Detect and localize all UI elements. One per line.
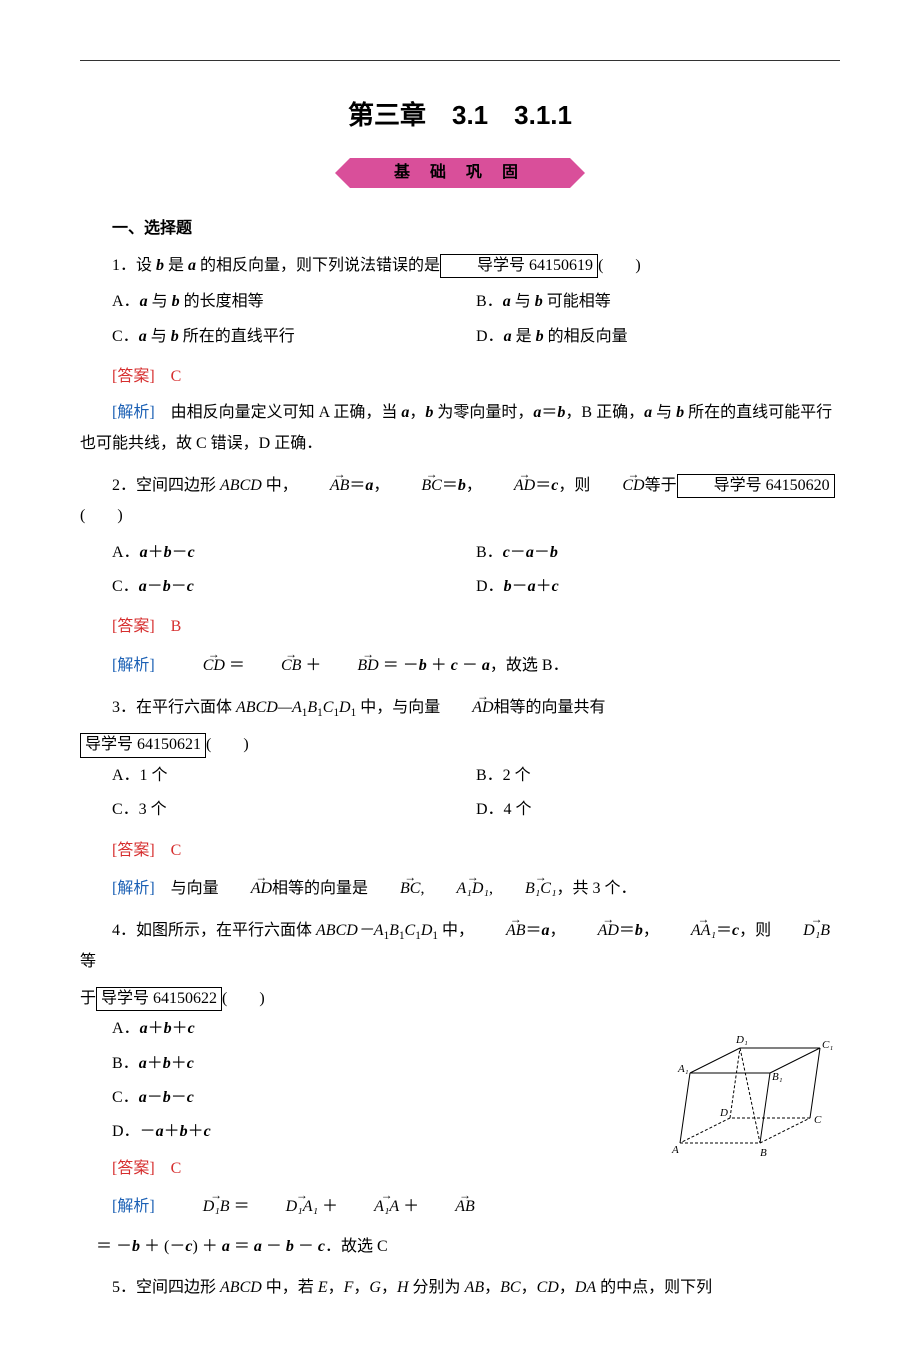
q2-analysis: [解析] CD ＝ CB ＋ BD ＝ －b ＋ c － a，故选 B．	[80, 649, 840, 681]
q1-answer: [答案] C	[80, 362, 840, 392]
chapter-title: 第三章 3.1 3.1.1	[80, 91, 840, 140]
q4-figure: A B C D A₁ B₁ C₁ D₁	[660, 1014, 840, 1169]
part-heading: 一、选择题	[80, 214, 840, 244]
q4-body: A．a＋b＋c B．a＋b＋c C．a－b－c D．－a＋b＋c [答案] C	[80, 1014, 840, 1190]
svg-text:B: B	[760, 1147, 767, 1158]
svg-text:B₁: B₁	[772, 1071, 783, 1083]
svg-text:C: C	[814, 1114, 822, 1126]
q2-stem: 2．空间四边形 ABCD 中，AB＝a，BC＝b，AD＝c，则CD等于导学号 6…	[80, 469, 840, 532]
q1-options: A．a 与 b 的长度相等 B．a 与 b 可能相等 C．a 与 b 所在的直线…	[80, 287, 840, 356]
q4-answer: [答案] C	[80, 1154, 640, 1184]
q5-stem: 5．空间四边形 ABCD 中，若 E，F，G，H 分别为 AB，BC，CD，DA…	[80, 1273, 840, 1303]
top-rule	[80, 60, 840, 61]
section-banner: 基 础 巩 固	[350, 158, 570, 188]
daoxue-box: 导学号 64150619	[440, 254, 598, 278]
q3-options: A．1 个 B．2 个 C．3 个 D．4 个	[80, 761, 840, 830]
svg-text:D₁: D₁	[735, 1034, 748, 1046]
banner-text: 基 础 巩 固	[394, 158, 526, 188]
q4-analysis-2: ＝ －b ＋ (－c) ＋ a ＝ a － b － c．故选 C	[80, 1232, 840, 1262]
q2-options: A．a＋b－c B．c－a－b C．a－b－c D．b－a＋c	[80, 538, 840, 607]
parallelepiped-icon: A B C D A₁ B₁ C₁ D₁	[660, 1028, 840, 1158]
vec-AB: AB	[298, 469, 350, 494]
svg-text:D: D	[719, 1107, 728, 1119]
q1-analysis: [解析] 由相反向量定义可知 A 正确，当 a，b 为零向量时，a＝b，B 正确…	[80, 398, 840, 459]
q1-stem: 1．设 b 是 a 的相反向量，则下列说法错误的是导学号 64150619( )	[80, 251, 840, 281]
svg-text:A₁: A₁	[677, 1063, 689, 1075]
q4-analysis: [解析] D₁B ＝ D₁A₁ ＋ A₁A ＋ AB	[80, 1190, 840, 1222]
q3-analysis: [解析] 与向量AD相等的向量是BC,A₁D₁,B₁C₁，共 3 个．	[80, 872, 840, 904]
svg-text:A: A	[671, 1144, 679, 1156]
svg-text:C₁: C₁	[822, 1039, 833, 1051]
q3-stem: 3．在平行六面体 ABCD—A1B1C1D1 中，与向量AD相等的向量共有	[80, 691, 840, 724]
q3-answer: [答案] C	[80, 836, 840, 866]
q4-options: A．a＋b＋c B．a＋b＋c C．a－b－c D．－a＋b＋c	[80, 1014, 640, 1148]
q4-stem: 4．如图所示，在平行六面体 ABCD－A1B1C1D1 中，AB＝a，AD＝b，…	[80, 914, 840, 978]
q2-answer: [答案] B	[80, 612, 840, 642]
